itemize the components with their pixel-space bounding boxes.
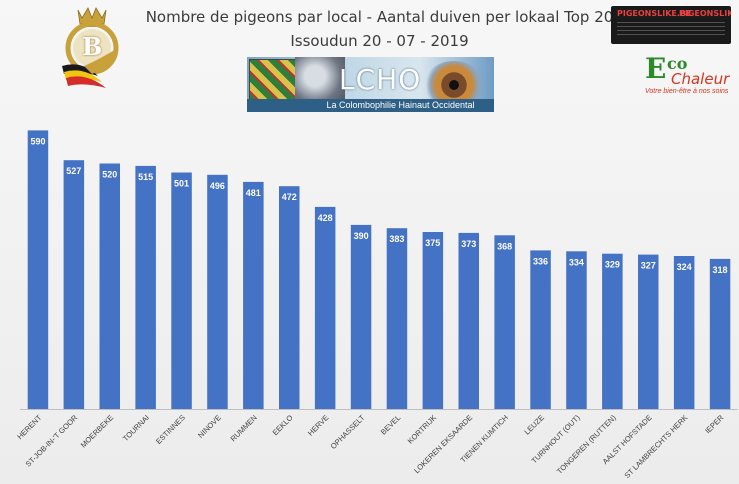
bar-ninove	[207, 174, 228, 409]
eco-chaleur-logo: E co Chaleur Votre bien-être à nos soins	[643, 52, 735, 98]
banner-title: LCHO	[339, 63, 422, 96]
eco-logo-chaleur: Chaleur	[671, 70, 730, 88]
x-tick-label: MOERBEKE	[79, 413, 115, 449]
bar-eeklo	[279, 186, 300, 409]
data-label: 472	[282, 192, 297, 202]
x-tick-label: TONGEREN (RUTTEN)	[555, 413, 618, 476]
bar-st-job-in-t-goor	[63, 160, 85, 409]
data-label: 527	[66, 166, 81, 176]
data-label: 334	[569, 257, 584, 267]
bar-moerbeke	[99, 163, 120, 409]
data-label: 383	[389, 234, 404, 244]
belgian-federation-logo: B	[58, 4, 126, 90]
eco-logo-co: co	[667, 54, 688, 73]
data-label: 329	[605, 260, 620, 270]
pigeonslike-text-1: PIGEONSLIKE.BE	[617, 9, 692, 18]
bar-herent	[27, 130, 49, 409]
data-label: 501	[174, 179, 189, 189]
data-label: 390	[354, 231, 369, 241]
bar-leuze	[530, 250, 551, 409]
eco-logo-e: E	[645, 52, 667, 85]
bar-tournai	[135, 165, 156, 409]
data-label: 515	[138, 172, 153, 182]
bar-kortrijk	[422, 232, 444, 409]
data-label: 327	[641, 261, 656, 271]
data-label: 481	[246, 188, 261, 198]
x-tick-label: KORTRIJK	[406, 413, 438, 445]
chart-title: Nombre de pigeons par local - Aantal dui…	[145, 8, 614, 26]
data-label: 324	[677, 262, 692, 272]
bar-ieper	[709, 258, 731, 409]
data-label: 428	[318, 213, 333, 223]
lcho-banner: LCHO La Colombophilie Hainaut Occidental	[247, 57, 494, 112]
bar-turnhout-out-	[566, 251, 587, 409]
x-tick-label: BEVEL	[379, 413, 402, 436]
x-tick-label: IEPER	[703, 413, 726, 436]
data-label: 336	[533, 256, 548, 266]
bar-tienen-kumtich	[494, 235, 515, 409]
logo-b-letter: B	[82, 32, 103, 61]
banner-subtitle: La Colombophilie Hainaut Occidental	[247, 99, 494, 112]
chart-subtitle: Issoudun 20 - 07 - 2019	[290, 32, 469, 50]
x-tick-label: ESTINNES	[154, 413, 187, 446]
x-tick-label: OPHASSELT	[329, 413, 367, 451]
x-tick-label: RUMMEN	[229, 413, 259, 443]
pigeonslike-fine-print	[617, 22, 725, 38]
x-tick-label: TOURNAI	[121, 413, 151, 443]
data-label: 520	[102, 170, 117, 180]
data-label: 373	[461, 239, 476, 249]
bar-lokeren-eksaarde	[458, 232, 479, 409]
x-tick-label: HERVE	[306, 413, 331, 438]
data-label: 496	[210, 181, 225, 191]
data-label: 318	[712, 265, 727, 275]
x-tick-label: NINOVE	[196, 413, 223, 440]
pigeonslike-text-2: PIGEONSLIKE.BE	[679, 9, 731, 18]
bar-rummen	[243, 181, 264, 409]
bar-st-lambrechts-herk	[673, 256, 695, 409]
bar-ophasselt	[350, 224, 372, 409]
eco-logo-tagline: Votre bien-être à nos soins	[645, 88, 729, 95]
bar-herve	[314, 206, 336, 409]
bar-bevel	[386, 228, 408, 409]
bar-estinnes	[171, 172, 192, 409]
x-tick-label: LEUZE	[522, 413, 545, 436]
x-tick-label: ST LAMBRECHTS HERK	[623, 413, 690, 480]
pigeonslike-logo: PIGEONSLIKE.BE PIGEONSLIKE.BE	[611, 6, 731, 44]
bar-aalst-hofstade	[638, 254, 659, 409]
data-label: 368	[497, 241, 512, 251]
data-label: 590	[30, 136, 45, 146]
x-tick-label: HERENT	[15, 413, 43, 441]
bar-tongeren-rutten-	[602, 253, 623, 409]
data-label: 375	[425, 238, 440, 248]
x-tick-label: EEKLO	[271, 413, 295, 437]
